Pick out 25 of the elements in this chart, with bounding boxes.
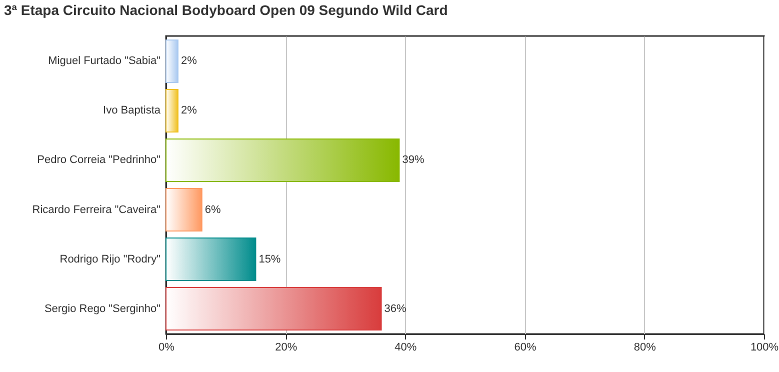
bar: [166, 286, 382, 331]
bar: [166, 138, 400, 182]
bar: [166, 237, 256, 282]
y-tick-label: Rodrigo Rijo "Rodry": [60, 253, 161, 266]
x-tick-label: 80%: [634, 342, 656, 354]
x-tick-label: 100%: [750, 342, 779, 354]
chart-title: 3ª Etapa Circuito Nacional Bodyboard Open 09 Segundo Wild Card: [4, 2, 448, 18]
x-tick-label: 0%: [158, 342, 175, 354]
data-label: 15%: [258, 253, 281, 266]
data-label: 6%: [204, 204, 221, 216]
x-tick-label: 40%: [394, 342, 417, 354]
y-tick-label: Ivo Baptista: [103, 104, 162, 117]
x-tick-label: 20%: [275, 342, 298, 354]
bar: [166, 188, 202, 232]
data-label: 2%: [180, 55, 198, 68]
data-label: 2%: [180, 104, 198, 117]
data-label: 36%: [384, 302, 407, 315]
x-tick-label: 60%: [514, 342, 537, 354]
bar: [166, 39, 178, 84]
y-tick-label: Ricardo Ferreira "Caveira": [32, 204, 161, 216]
data-label: 39%: [402, 154, 424, 166]
y-tick-label: Sergio Rego "Serginho": [44, 302, 161, 315]
bar: [166, 88, 178, 133]
y-tick-label: Pedro Correia "Pedrinho": [37, 154, 161, 166]
y-tick-label: Miguel Furtado "Sabia": [48, 55, 161, 68]
